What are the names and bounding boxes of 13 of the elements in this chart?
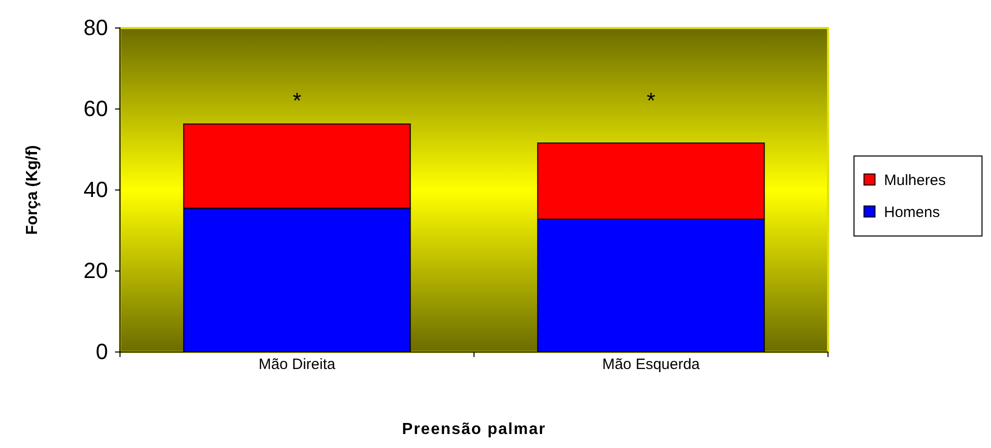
y-tick-label: 0	[96, 339, 108, 364]
y-axis-title: Força (Kg/f)	[24, 145, 41, 235]
y-tick-label: 20	[84, 258, 108, 284]
legend-label: Mulheres	[884, 172, 946, 189]
y-tick-label: 40	[84, 177, 108, 202]
y-tick-label: 60	[84, 96, 108, 122]
legend-label: Homens	[884, 204, 940, 221]
annotation: *	[292, 88, 302, 113]
x-axis-title: Preensão palmar	[402, 421, 546, 438]
x-tick-label: Mão Direita	[258, 356, 336, 373]
annotation: *	[646, 88, 656, 113]
x-tick-label: Mão Esquerda	[602, 356, 700, 373]
y-tick-label: 80	[84, 15, 108, 40]
